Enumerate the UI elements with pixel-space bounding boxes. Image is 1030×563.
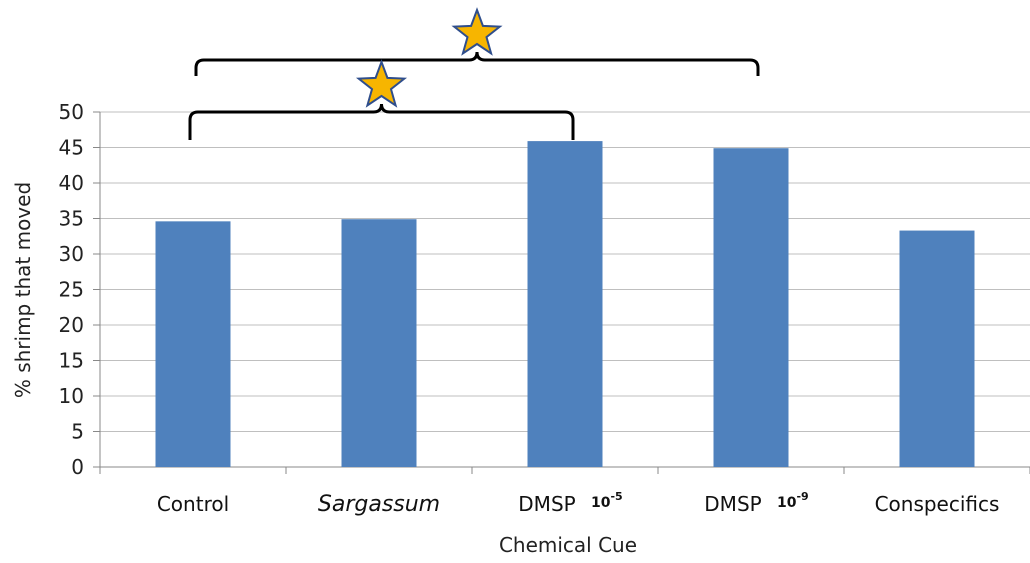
bar <box>341 219 417 467</box>
significance-star-icon <box>451 7 503 56</box>
y-tick-label: 5 <box>71 420 84 444</box>
y-tick-label: 50 <box>59 100 84 124</box>
bar <box>713 148 789 467</box>
y-tick-label: 20 <box>59 313 84 337</box>
x-tick-label: DMSP <box>704 492 761 516</box>
y-tick-label: 35 <box>59 207 84 231</box>
bar <box>155 221 231 467</box>
y-tick-label: 15 <box>59 349 84 373</box>
x-tick-label: Control <box>157 492 229 516</box>
significance-bracket <box>194 51 760 76</box>
bars <box>155 141 975 468</box>
x-axis-title: Chemical Cue <box>499 533 637 557</box>
y-tick-label: 40 <box>59 171 84 195</box>
significance-star-icon <box>355 59 408 108</box>
significance-brackets <box>188 7 760 140</box>
y-tick-label: 30 <box>59 242 84 266</box>
y-tick-label: 25 <box>59 278 84 302</box>
x-tick-labels: Control Sargassum DMSP 10-5 DMSP 10-9 Conspeci… <box>157 490 1000 517</box>
significance-bracket <box>188 103 575 140</box>
x-tick-label: Sargassum <box>318 492 440 517</box>
x-tick-label-concentration: 10-5 <box>591 490 623 511</box>
x-tick-label-concentration: 10-9 <box>777 490 809 511</box>
x-tick-label: DMSP <box>518 492 575 516</box>
bar <box>899 230 975 467</box>
y-tick-label: 45 <box>59 136 84 160</box>
y-tick-label: 0 <box>71 455 84 479</box>
bar <box>527 141 603 468</box>
y-tick-label: 10 <box>59 384 84 408</box>
x-tick-label: Conspecifics <box>875 492 1000 516</box>
y-tick-labels: 0 5 10 15 20 25 30 35 40 45 50 <box>59 100 84 479</box>
y-axis-title: % shrimp that moved <box>11 182 35 398</box>
